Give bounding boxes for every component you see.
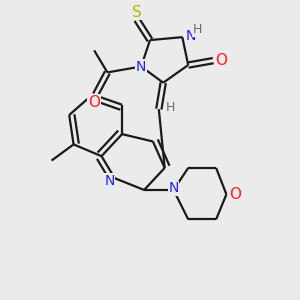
Text: O: O — [229, 187, 241, 202]
Text: N: N — [136, 59, 146, 74]
Text: N: N — [104, 174, 115, 188]
Text: N: N — [168, 182, 179, 196]
Text: O: O — [215, 53, 227, 68]
Text: H: H — [193, 23, 202, 36]
Text: S: S — [132, 5, 142, 20]
Text: O: O — [88, 95, 100, 110]
Text: H: H — [166, 101, 175, 114]
Text: N: N — [186, 29, 196, 43]
